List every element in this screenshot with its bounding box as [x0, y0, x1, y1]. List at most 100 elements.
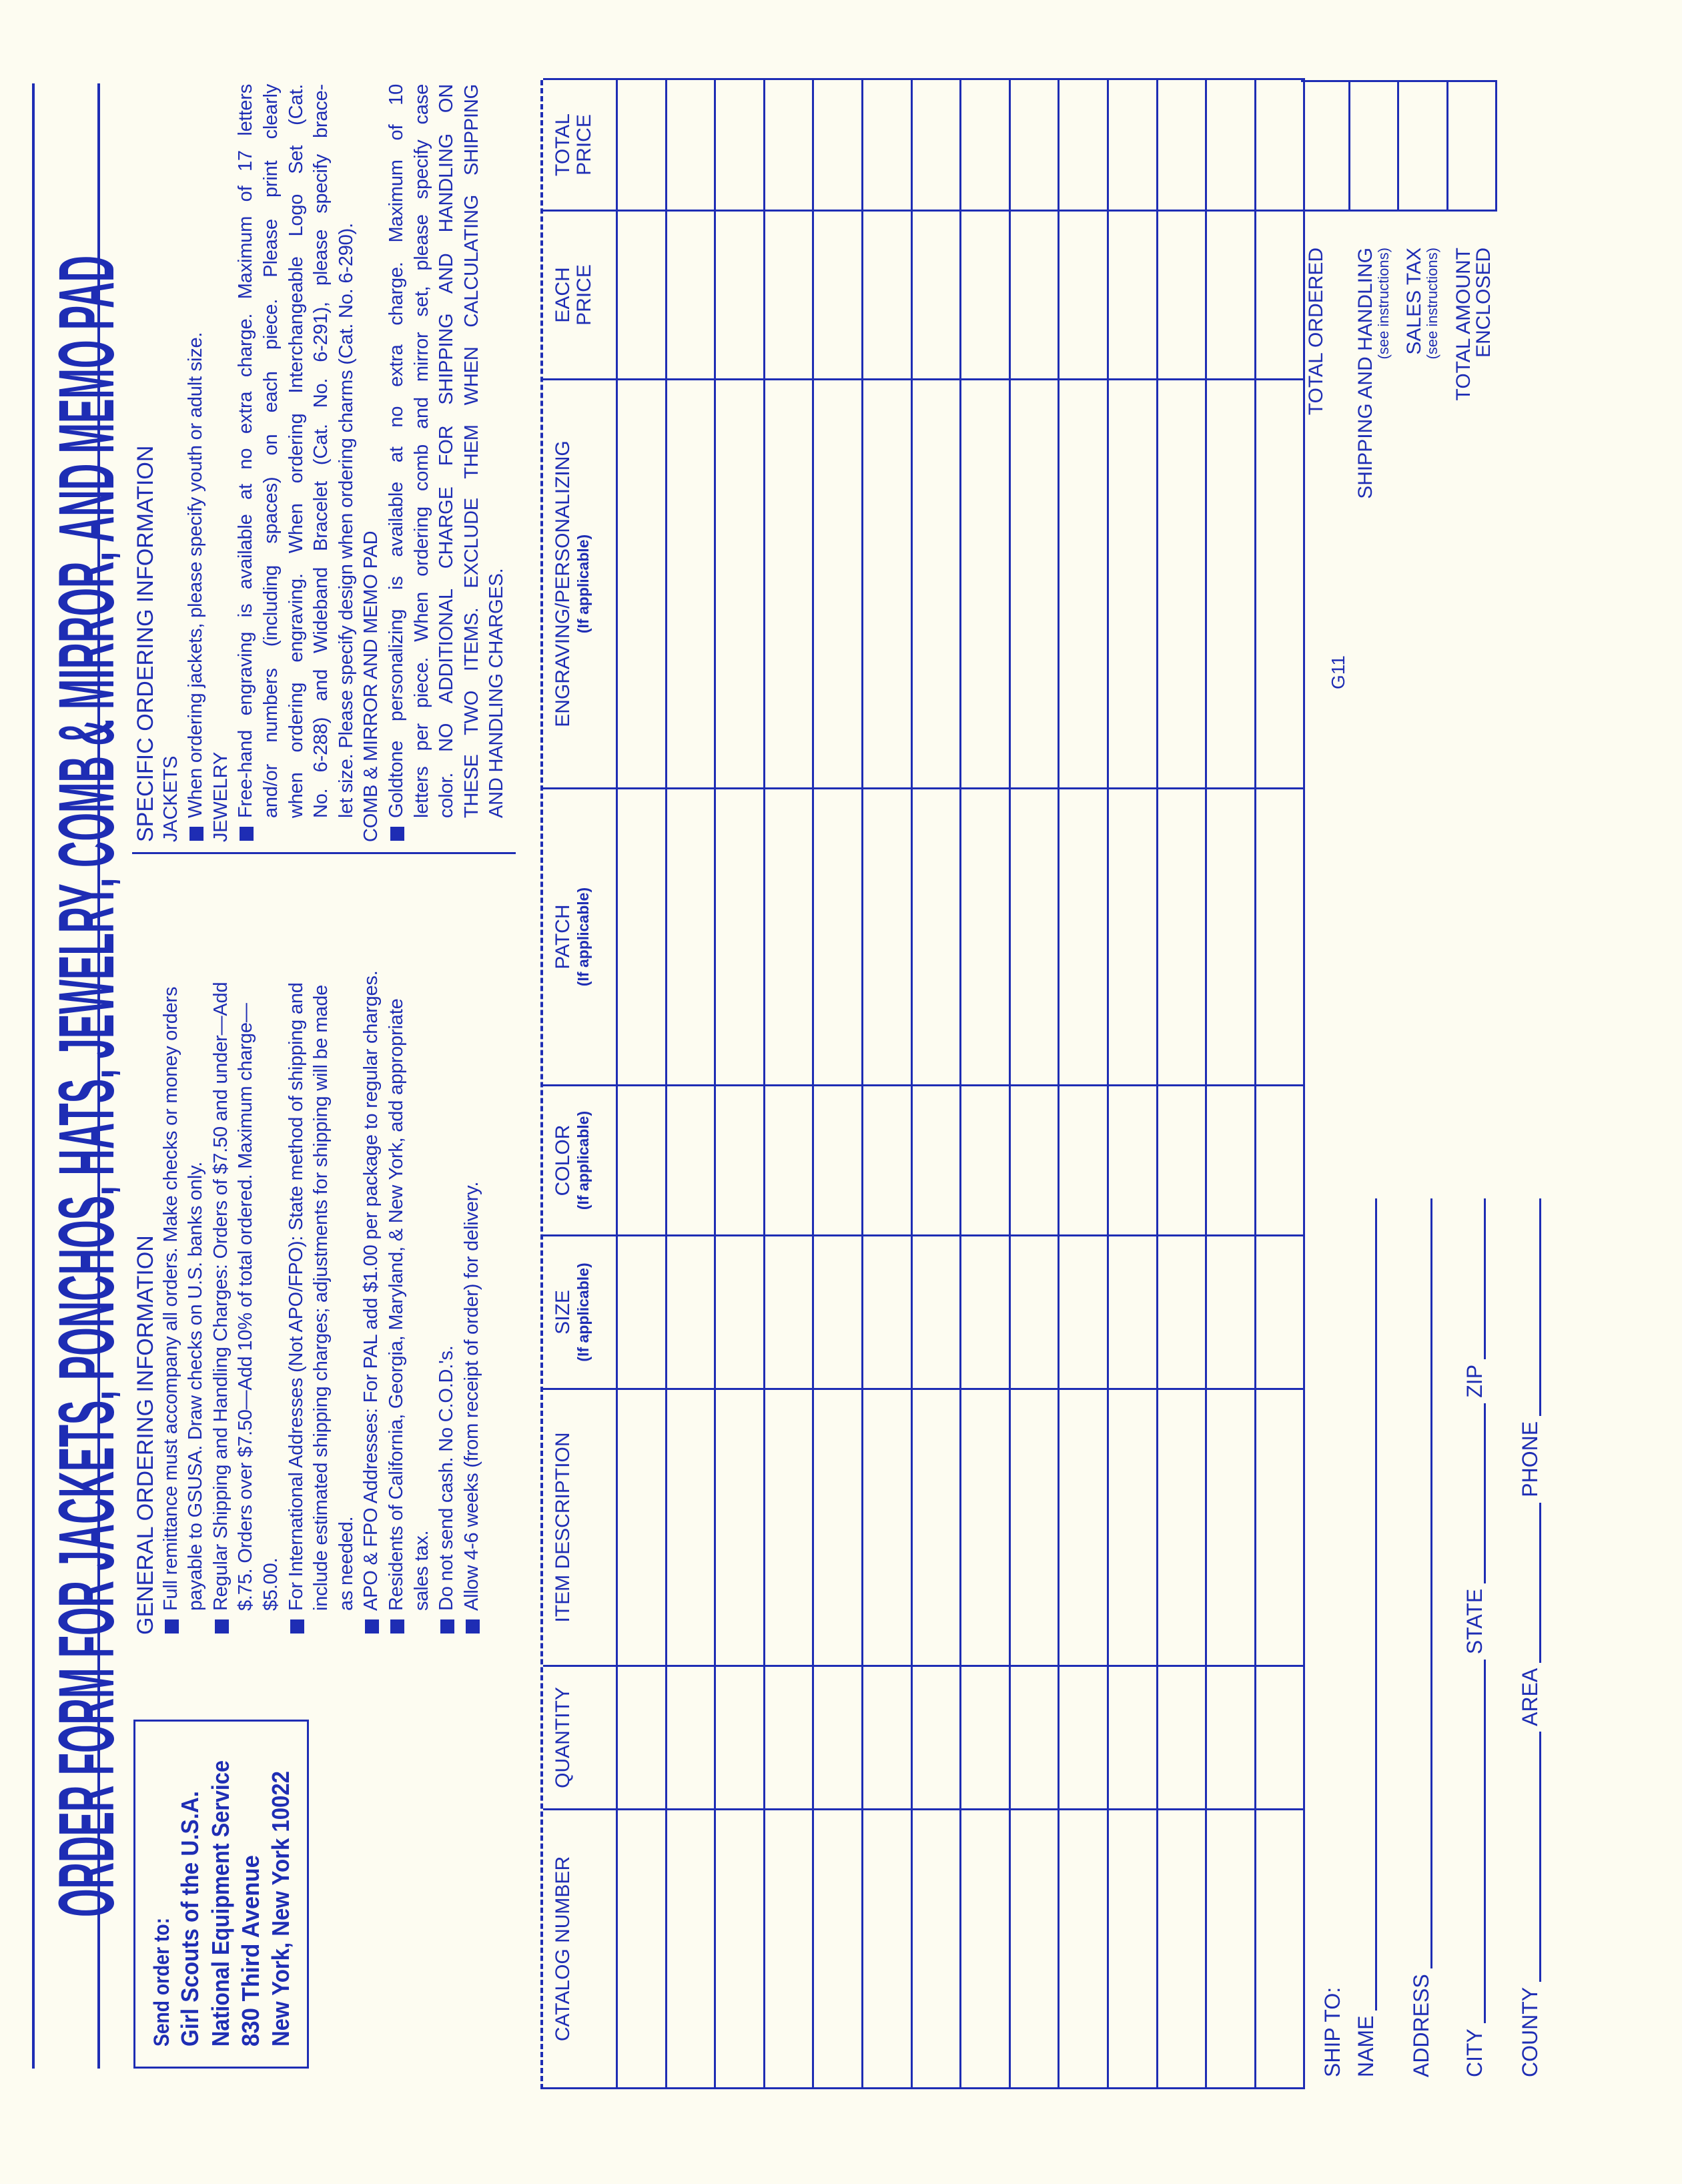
engraving-cell[interactable] [1207, 378, 1256, 787]
quantity-cell[interactable] [618, 1665, 667, 1808]
size-cell[interactable] [765, 1234, 815, 1388]
color-cell[interactable] [961, 1084, 1011, 1234]
each-price-cell[interactable] [912, 210, 962, 378]
size-cell[interactable] [961, 1234, 1011, 1388]
size-cell[interactable] [1207, 1234, 1256, 1388]
patch-cell[interactable] [1108, 787, 1158, 1084]
each-price-cell[interactable] [765, 210, 815, 378]
engraving-cell[interactable] [618, 378, 667, 787]
size-cell[interactable] [912, 1234, 962, 1388]
size-cell[interactable] [1256, 1234, 1306, 1388]
patch-cell[interactable] [1010, 787, 1060, 1084]
county-field[interactable] [1522, 1731, 1541, 1982]
total-price-cell[interactable] [716, 78, 765, 210]
each-price-cell[interactable] [1207, 210, 1256, 378]
engraving-cell[interactable] [1010, 378, 1060, 787]
name-field[interactable] [1358, 1198, 1377, 2011]
patch-cell[interactable] [912, 787, 962, 1084]
patch-cell[interactable] [618, 787, 667, 1084]
size-cell[interactable] [618, 1234, 667, 1388]
color-cell[interactable] [765, 1084, 815, 1234]
total-price-cell[interactable] [1158, 78, 1208, 210]
engraving-cell[interactable] [912, 378, 962, 787]
color-cell[interactable] [1158, 1084, 1208, 1234]
item-description-cell[interactable] [961, 1388, 1011, 1665]
total-price-cell[interactable] [618, 78, 667, 210]
engraving-cell[interactable] [1256, 378, 1306, 787]
catalog-number-cell[interactable] [765, 1808, 815, 2087]
each-price-cell[interactable] [716, 210, 765, 378]
quantity-cell[interactable] [1207, 1665, 1256, 1808]
item-description-cell[interactable] [1207, 1388, 1256, 1665]
quantity-cell[interactable] [667, 1665, 717, 1808]
catalog-number-cell[interactable] [912, 1808, 962, 2087]
patch-cell[interactable] [716, 787, 765, 1084]
patch-cell[interactable] [1158, 787, 1208, 1084]
address-field[interactable] [1413, 1198, 1432, 1969]
quantity-cell[interactable] [1256, 1665, 1306, 1808]
color-cell[interactable] [716, 1084, 765, 1234]
each-price-cell[interactable] [1256, 210, 1306, 378]
each-price-cell[interactable] [863, 210, 913, 378]
size-cell[interactable] [1158, 1234, 1208, 1388]
total-price-cell[interactable] [1060, 78, 1109, 210]
color-cell[interactable] [1060, 1084, 1109, 1234]
total-price-cell[interactable] [1256, 78, 1306, 210]
catalog-number-cell[interactable] [1010, 1808, 1060, 2087]
total-price-cell[interactable] [765, 78, 815, 210]
engraving-cell[interactable] [1158, 378, 1208, 787]
catalog-number-cell[interactable] [716, 1808, 765, 2087]
catalog-number-cell[interactable] [863, 1808, 913, 2087]
engraving-cell[interactable] [1060, 378, 1109, 787]
color-cell[interactable] [1108, 1084, 1158, 1234]
totals-amount-box[interactable] [1350, 80, 1400, 212]
item-description-cell[interactable] [1158, 1388, 1208, 1665]
size-cell[interactable] [863, 1234, 913, 1388]
totals-amount-box[interactable] [1448, 80, 1498, 212]
size-cell[interactable] [814, 1234, 863, 1388]
patch-cell[interactable] [814, 787, 863, 1084]
size-cell[interactable] [667, 1234, 717, 1388]
engraving-cell[interactable] [716, 378, 765, 787]
each-price-cell[interactable] [814, 210, 863, 378]
patch-cell[interactable] [1256, 787, 1306, 1084]
each-price-cell[interactable] [1010, 210, 1060, 378]
patch-cell[interactable] [961, 787, 1011, 1084]
engraving-cell[interactable] [1108, 378, 1158, 787]
patch-cell[interactable] [667, 787, 717, 1084]
color-cell[interactable] [667, 1084, 717, 1234]
item-description-cell[interactable] [912, 1388, 962, 1665]
quantity-cell[interactable] [716, 1665, 765, 1808]
zip-field[interactable] [1466, 1198, 1486, 1359]
quantity-cell[interactable] [1108, 1665, 1158, 1808]
catalog-number-cell[interactable] [961, 1808, 1011, 2087]
color-cell[interactable] [618, 1084, 667, 1234]
patch-cell[interactable] [765, 787, 815, 1084]
item-description-cell[interactable] [1010, 1388, 1060, 1665]
engraving-cell[interactable] [961, 378, 1011, 787]
color-cell[interactable] [1256, 1084, 1306, 1234]
each-price-cell[interactable] [1108, 210, 1158, 378]
quantity-cell[interactable] [1060, 1665, 1109, 1808]
total-price-cell[interactable] [667, 78, 717, 210]
item-description-cell[interactable] [863, 1388, 913, 1665]
state-field[interactable] [1466, 1403, 1486, 1583]
item-description-cell[interactable] [716, 1388, 765, 1665]
total-price-cell[interactable] [1207, 78, 1256, 210]
catalog-number-cell[interactable] [667, 1808, 717, 2087]
color-cell[interactable] [1010, 1084, 1060, 1234]
catalog-number-cell[interactable] [1060, 1808, 1109, 2087]
item-description-cell[interactable] [667, 1388, 717, 1665]
color-cell[interactable] [863, 1084, 913, 1234]
item-description-cell[interactable] [1256, 1388, 1306, 1665]
catalog-number-cell[interactable] [1256, 1808, 1306, 2087]
total-price-cell[interactable] [961, 78, 1011, 210]
catalog-number-cell[interactable] [618, 1808, 667, 2087]
item-description-cell[interactable] [814, 1388, 863, 1665]
color-cell[interactable] [814, 1084, 863, 1234]
each-price-cell[interactable] [618, 210, 667, 378]
totals-amount-box[interactable] [1399, 80, 1448, 212]
each-price-cell[interactable] [961, 210, 1011, 378]
size-cell[interactable] [1060, 1234, 1109, 1388]
each-price-cell[interactable] [667, 210, 717, 378]
